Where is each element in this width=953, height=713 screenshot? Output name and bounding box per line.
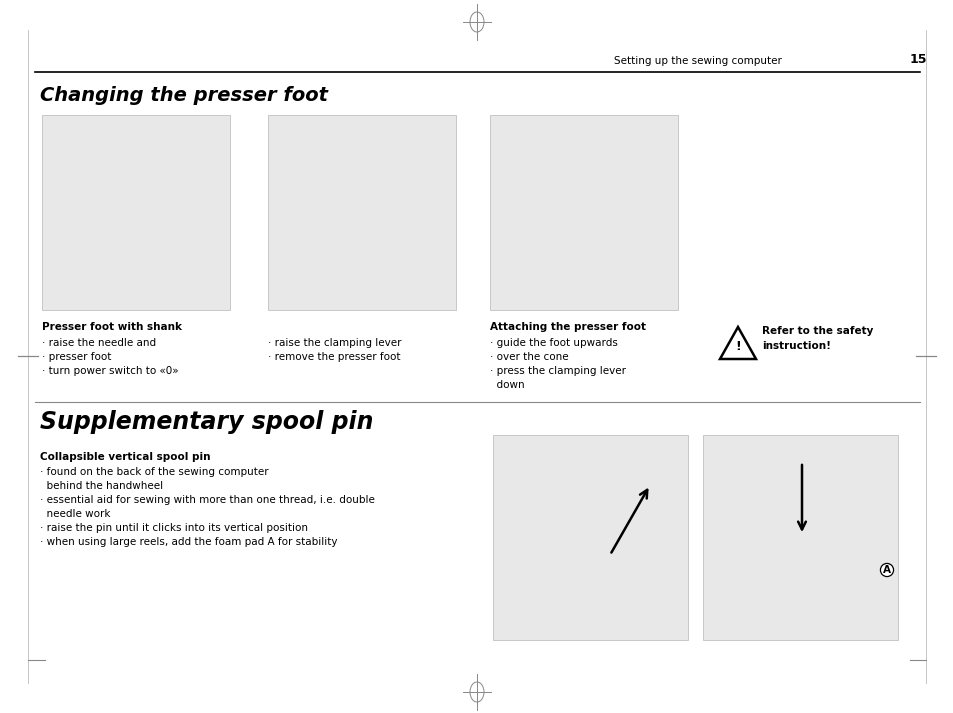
Bar <box>42 115 230 310</box>
Text: A: A <box>882 565 890 575</box>
Text: Collapsible vertical spool pin: Collapsible vertical spool pin <box>40 452 211 462</box>
Text: Attaching the presser foot: Attaching the presser foot <box>490 322 645 332</box>
Text: · turn power switch to «0»: · turn power switch to «0» <box>42 366 178 376</box>
Text: · guide the foot upwards: · guide the foot upwards <box>490 338 618 348</box>
Text: Refer to the safety: Refer to the safety <box>761 326 872 336</box>
Text: 15: 15 <box>909 53 926 66</box>
Bar <box>493 435 687 640</box>
Text: · raise the pin until it clicks into its vertical position: · raise the pin until it clicks into its… <box>40 523 308 533</box>
Text: · found on the back of the sewing computer: · found on the back of the sewing comput… <box>40 467 269 477</box>
Text: · over the cone: · over the cone <box>490 352 568 362</box>
Text: · raise the clamping lever: · raise the clamping lever <box>268 338 401 348</box>
Text: · essential aid for sewing with more than one thread, i.e. double: · essential aid for sewing with more tha… <box>40 495 375 505</box>
Text: · when using large reels, add the foam pad A for stability: · when using large reels, add the foam p… <box>40 537 337 547</box>
Text: Changing the presser foot: Changing the presser foot <box>40 86 328 105</box>
Text: Presser foot with shank: Presser foot with shank <box>42 322 182 332</box>
Text: · remove the presser foot: · remove the presser foot <box>268 352 400 362</box>
Text: down: down <box>490 380 524 390</box>
Polygon shape <box>720 327 755 359</box>
Bar <box>268 115 456 310</box>
Text: · press the clamping lever: · press the clamping lever <box>490 366 625 376</box>
Text: · presser foot: · presser foot <box>42 352 112 362</box>
Bar <box>702 435 897 640</box>
Text: Setting up the sewing computer: Setting up the sewing computer <box>614 56 781 66</box>
Text: !: ! <box>735 339 740 353</box>
Text: Supplementary spool pin: Supplementary spool pin <box>40 410 374 434</box>
Text: · raise the needle and: · raise the needle and <box>42 338 156 348</box>
Bar <box>490 115 678 310</box>
Text: behind the handwheel: behind the handwheel <box>40 481 163 491</box>
Text: needle work: needle work <box>40 509 111 519</box>
Text: instruction!: instruction! <box>761 341 830 351</box>
